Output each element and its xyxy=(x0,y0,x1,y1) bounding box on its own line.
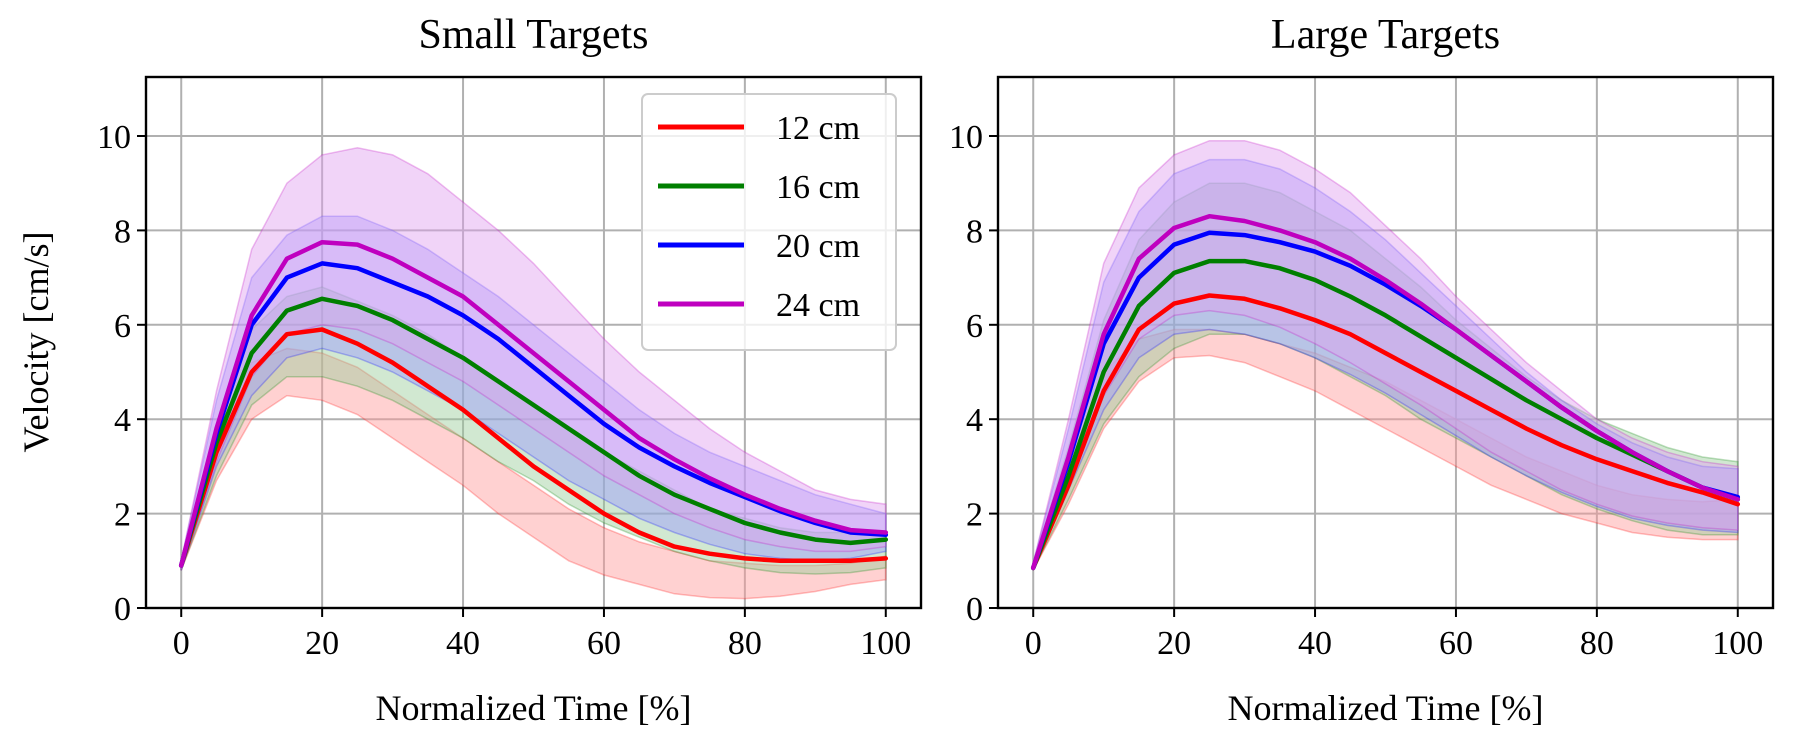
y-tick-label: 2 xyxy=(966,497,983,534)
x-axis-label: Normalized Time [%] xyxy=(1228,688,1544,728)
x-tick-label: 20 xyxy=(1157,625,1191,662)
x-tick-label: 80 xyxy=(1580,625,1614,662)
panel-1: 0 20 40 60 80 100 0 2 4 6 8 10 Small Targets Normaliz… xyxy=(97,12,923,728)
y-tick-label: 10 xyxy=(97,119,131,156)
y-tick-label: 10 xyxy=(949,119,983,156)
chart-title: Small Targets xyxy=(419,12,649,58)
x-axis-label: Normalized Time [%] xyxy=(376,688,692,728)
plot-area xyxy=(178,147,889,600)
band-16-cm xyxy=(1032,182,1739,571)
y-tick-label: 4 xyxy=(966,402,983,439)
y-tick-label: 6 xyxy=(966,308,983,345)
legend-label: 12 cm xyxy=(776,110,860,147)
y-tick-label: 0 xyxy=(114,591,131,628)
x-tick-label: 80 xyxy=(728,625,762,662)
legend-label: 24 cm xyxy=(776,287,860,324)
x-tick-label: 100 xyxy=(1712,625,1763,662)
y-tick-label: 8 xyxy=(114,213,131,250)
axes-frame xyxy=(996,75,1775,610)
axes-frame xyxy=(144,75,923,610)
series-line-16-cm xyxy=(178,296,889,568)
series-line-12-cm xyxy=(1030,293,1741,571)
x-tick-label: 40 xyxy=(1298,625,1332,662)
y-axis-label: Velocity [cm/s] xyxy=(16,232,56,453)
legend: 12 cm 16 cm 20 cm 24 cm xyxy=(641,93,897,351)
band-16-cm xyxy=(180,286,887,575)
y-tick-label: 4 xyxy=(114,402,131,439)
legend-label: 16 cm xyxy=(776,169,860,206)
x-tick-label: 20 xyxy=(305,625,339,662)
y-tick-label: 0 xyxy=(966,591,983,628)
x-tick-label: 0 xyxy=(173,625,190,662)
series-line-24-cm xyxy=(1030,213,1741,571)
x-tick-label: 40 xyxy=(446,625,480,662)
series-line-16-cm xyxy=(1030,258,1741,571)
band-24-cm xyxy=(180,147,887,571)
series-line-24-cm xyxy=(178,239,889,568)
y-tick-label: 2 xyxy=(114,497,131,534)
x-tick-label: 60 xyxy=(1439,625,1473,662)
y-tick-label: 6 xyxy=(114,308,131,345)
series-line-12-cm xyxy=(178,327,889,568)
panel-2: 0 20 40 60 80 100 0 2 4 6 8 10 Large Targets Normaliz… xyxy=(949,12,1775,728)
band-12-cm xyxy=(180,347,887,600)
legend-label: 20 cm xyxy=(776,228,860,265)
y-tick-label: 8 xyxy=(966,213,983,250)
plot-area xyxy=(1030,139,1741,571)
x-tick-label: 100 xyxy=(860,625,911,662)
band-12-cm xyxy=(1032,328,1739,571)
x-tick-label: 0 xyxy=(1025,625,1042,662)
chart-title: Large Targets xyxy=(1271,12,1500,58)
x-tick-label: 60 xyxy=(587,625,621,662)
legend-box xyxy=(641,93,897,351)
